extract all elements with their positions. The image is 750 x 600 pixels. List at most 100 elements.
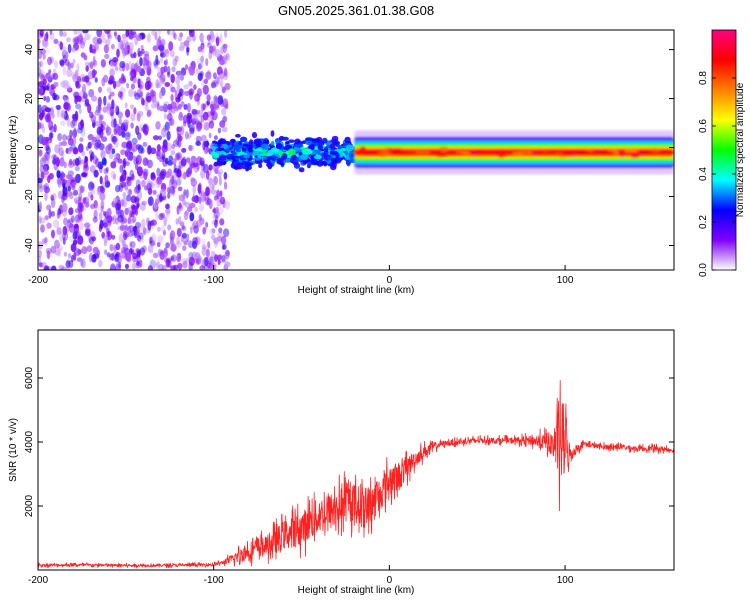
noise-blob [70,215,75,223]
noise-blob [183,104,188,110]
carrier-wobble [600,150,616,156]
noise-blob [204,265,210,270]
noise-blob [179,32,183,38]
noise-blob [220,45,225,55]
noise-blob [132,216,137,223]
noise-blob [38,67,41,74]
snr-frame [37,329,675,571]
spectrogram-y-tick-label: 0 [24,144,35,150]
noise-blob [217,207,224,215]
noise-blob [217,171,222,177]
noise-blob [38,185,44,193]
noise-blob [211,48,215,54]
noise-blob [40,224,45,233]
carrier-wobble [637,152,649,156]
noise-blob [210,234,216,240]
noise-blob [80,185,86,193]
noise-blob [51,113,55,119]
noise-blob [92,59,98,67]
noise-blob [148,245,154,253]
noise-blob [61,177,66,184]
noise-blob [171,186,176,197]
carrier-wobble [435,154,447,158]
noise-blob [175,70,183,76]
transition-blob [323,161,328,167]
noise-blob [171,144,176,150]
noise-blob [130,113,136,122]
noise-blob [108,143,113,150]
transition-blob [278,150,283,157]
noise-blob [71,254,74,263]
noise-blob [201,44,205,54]
noise-blob [107,207,112,217]
noise-blob [130,104,134,110]
noise-blob [71,71,76,80]
noise-blob [142,141,148,147]
noise-blob [159,105,165,112]
chart-title: GN05.2025.361.01.38.G08 [278,3,434,18]
noise-blob [55,156,60,167]
transition-blob [311,138,320,143]
spectrogram-x-tick-label: 0 [387,275,393,286]
noise-blob [115,65,119,72]
noise-blob [179,111,183,118]
noise-blob [82,91,88,100]
noise-blob [197,46,203,53]
noise-blob [71,47,76,53]
noise-blob [73,127,77,137]
noise-blob [96,37,103,45]
spectrogram-x-tick-label: -100 [204,275,224,286]
snr-plot-area [38,330,674,570]
snr-y-label: SNR (10 * v/v) [8,418,19,482]
noise-blob [199,265,206,270]
carrier-wobble [455,150,468,153]
noise-blob [119,176,124,182]
noise-blob [56,170,61,179]
noise-blob [147,244,151,253]
transition-blob [314,154,322,160]
noise-blob [188,144,195,152]
noise-blob [73,30,78,35]
noise-blob [195,135,202,143]
noise-blob [58,264,65,270]
noise-blob [175,218,180,225]
noise-blob [162,249,169,258]
noise-blob [175,137,179,146]
noise-blob [65,81,70,87]
spectrogram-y-ticks: -40 -20 0 20 40 [24,44,674,253]
noise-blob [117,214,124,223]
transition-blob [229,138,236,143]
noise-blob [84,199,90,208]
noise-blob [170,185,176,194]
noise-blob [165,258,171,268]
noise-blob [182,191,186,200]
noise-blob [216,77,220,85]
noise-blob [65,263,70,270]
noise-blob [157,66,161,72]
noise-blob [62,46,67,54]
noise-blob [206,100,210,106]
noise-blob [88,236,95,245]
transition-blob [240,136,248,143]
noise-blob [52,72,59,80]
noise-blob [193,84,197,90]
noise-blob [130,68,137,79]
noise-blob [68,191,73,197]
noise-blob [176,70,183,79]
transition-blob [276,157,283,165]
noise-blob [198,203,205,212]
noise-blob [199,73,204,79]
noise-blob [62,226,68,236]
noise-blob [91,254,97,263]
noise-blob [185,170,190,178]
noise-blob [131,174,135,181]
transition-blob [291,154,297,161]
noise-blob [103,218,107,223]
noise-blob [56,177,63,185]
noise-blob [149,242,155,249]
noise-blob [205,186,210,197]
carrier-wobble [427,148,443,153]
noise-blob [143,50,150,57]
noise-blob [115,184,121,193]
